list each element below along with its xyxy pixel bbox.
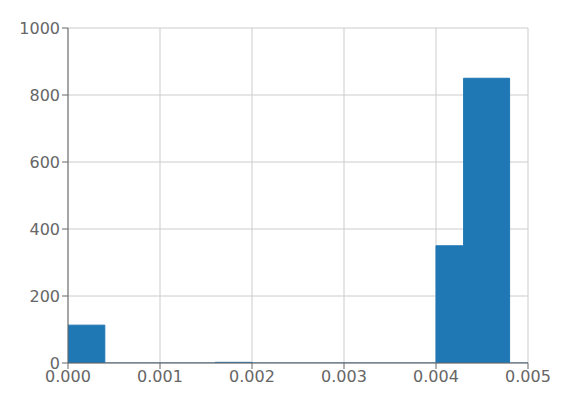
svg-text:400: 400 <box>29 220 60 239</box>
svg-text:0: 0 <box>50 354 60 373</box>
svg-text:0.004: 0.004 <box>413 367 459 386</box>
svg-text:0.000: 0.000 <box>45 367 91 387</box>
svg-text:200: 200 <box>29 287 60 306</box>
svg-text:0.001: 0.001 <box>137 367 183 386</box>
svg-text:600: 600 <box>29 153 60 172</box>
svg-text:0.002: 0.002 <box>229 367 275 386</box>
svg-text:0.003: 0.003 <box>321 367 367 386</box>
svg-text:800: 800 <box>29 86 60 105</box>
svg-text:1000: 1000 <box>19 19 60 38</box>
svg-text:0.005: 0.005 <box>505 367 551 386</box>
